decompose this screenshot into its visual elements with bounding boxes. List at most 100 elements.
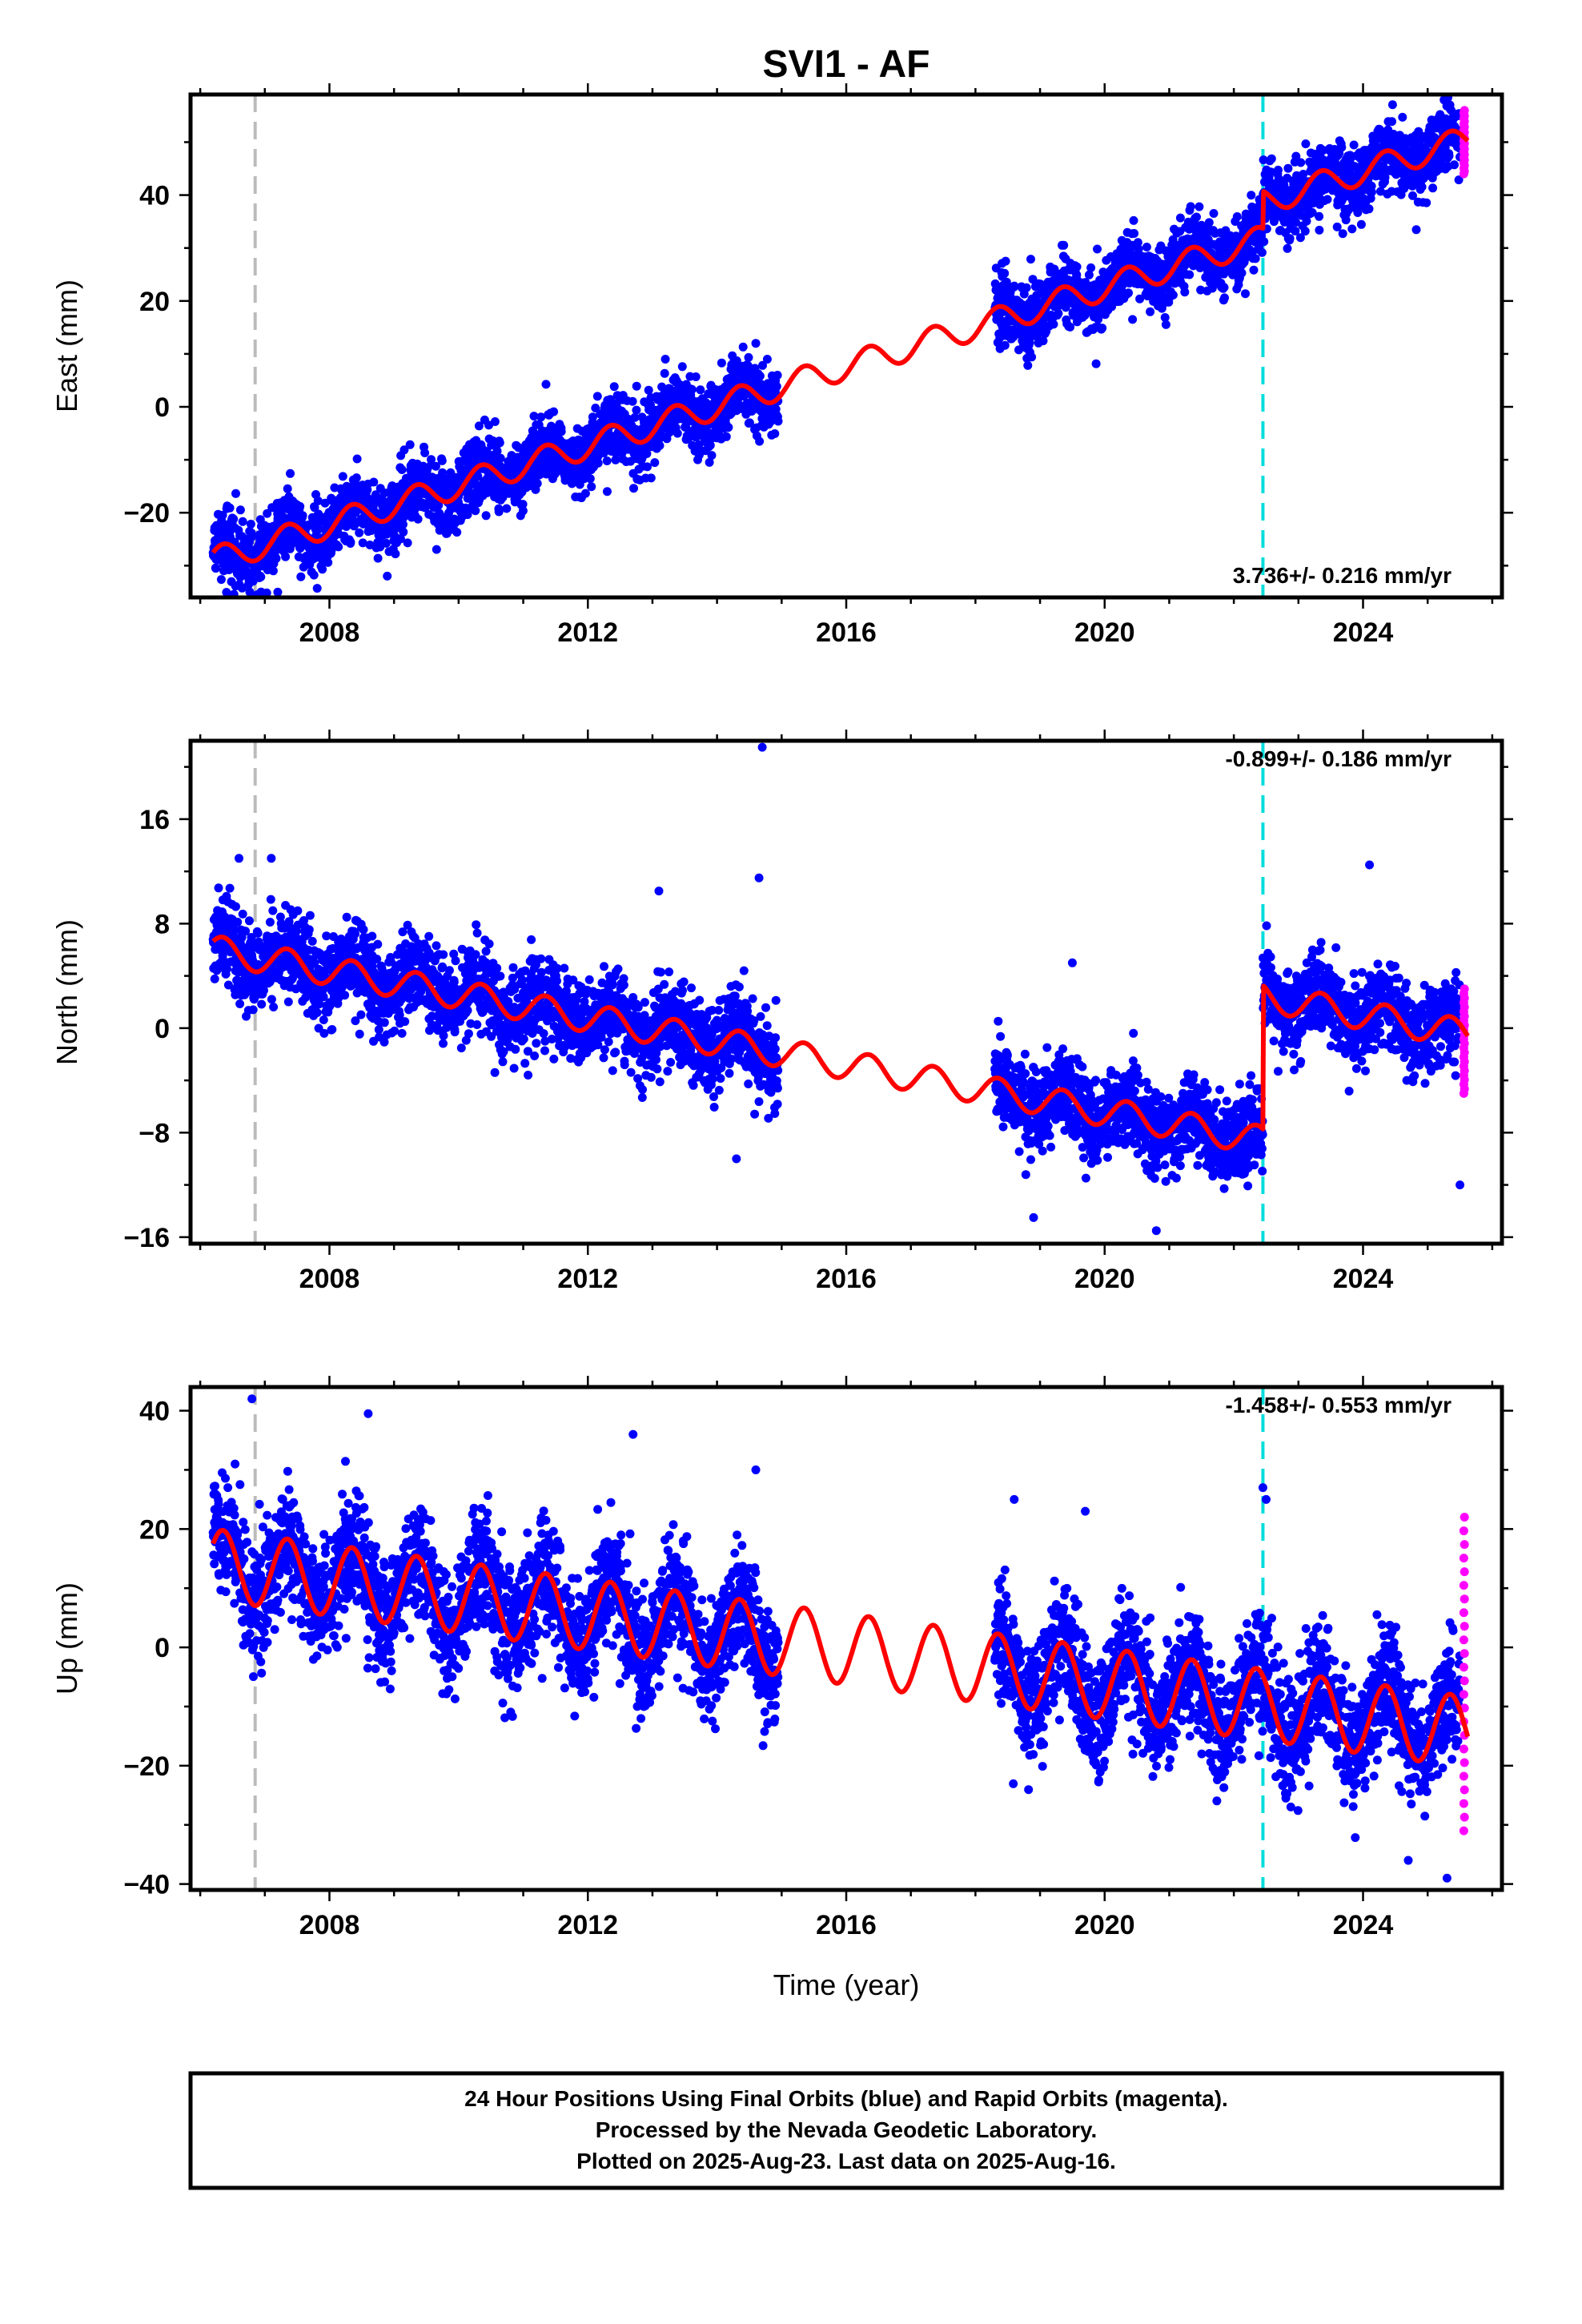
data-point xyxy=(770,429,780,438)
data-point xyxy=(396,534,405,544)
data-point xyxy=(1027,352,1037,362)
data-point xyxy=(541,380,551,389)
y-tick-label: 0 xyxy=(155,392,170,423)
data-point xyxy=(431,461,440,471)
data-point xyxy=(247,532,257,541)
data-point xyxy=(591,404,600,412)
y-tick-label: 40 xyxy=(139,181,170,211)
data-point xyxy=(471,506,480,516)
data-point xyxy=(352,454,362,464)
data-point xyxy=(549,407,559,416)
data-point xyxy=(351,929,360,939)
east-plot-area xyxy=(208,94,1470,597)
data-point xyxy=(320,498,330,508)
data-point xyxy=(536,412,546,422)
data-point xyxy=(434,501,444,510)
y-tick-label: 20 xyxy=(139,287,170,317)
data-point xyxy=(1175,213,1185,223)
east-final-orbit-points xyxy=(208,94,1464,597)
data-point xyxy=(271,553,281,563)
data-point xyxy=(1059,240,1069,250)
data-point xyxy=(246,520,255,529)
data-point xyxy=(496,453,505,463)
data-point xyxy=(238,909,247,919)
data-point xyxy=(717,358,726,368)
data-point xyxy=(592,392,602,401)
data-point xyxy=(705,457,714,467)
data-point xyxy=(772,382,781,391)
data-point xyxy=(1367,187,1376,197)
data-point xyxy=(323,557,333,567)
data-point xyxy=(1186,202,1195,211)
data-point xyxy=(1146,307,1155,316)
data-point xyxy=(1259,237,1269,247)
data-point xyxy=(256,572,266,581)
data-point xyxy=(437,456,447,465)
data-point xyxy=(283,484,292,493)
data-point xyxy=(379,1018,389,1027)
data-point xyxy=(1091,359,1101,368)
data-point xyxy=(327,1025,337,1034)
x-tick-label: 2008 xyxy=(299,617,360,648)
data-point xyxy=(1000,268,1010,278)
data-point xyxy=(474,421,484,431)
data-point xyxy=(296,572,306,581)
data-point xyxy=(403,538,412,548)
data-point xyxy=(1283,163,1293,173)
data-point xyxy=(473,472,483,481)
data-point xyxy=(1283,243,1292,253)
data-point xyxy=(265,918,275,927)
data-point xyxy=(1257,247,1267,257)
data-point xyxy=(1054,308,1063,318)
data-point xyxy=(452,528,462,537)
data-point xyxy=(585,474,595,484)
data-point xyxy=(1195,202,1204,211)
data-point xyxy=(355,1029,364,1039)
data-point xyxy=(1301,139,1311,149)
data-point xyxy=(691,372,701,381)
data-point xyxy=(312,1008,322,1017)
data-point xyxy=(399,520,408,529)
data-point xyxy=(1098,324,1107,333)
data-point xyxy=(644,385,653,395)
data-point xyxy=(1251,254,1260,263)
data-point xyxy=(405,440,415,449)
data-point xyxy=(1267,154,1276,163)
data-point xyxy=(298,511,307,521)
x-tick-label: 2024 xyxy=(1333,617,1394,648)
data-point xyxy=(1086,263,1096,272)
data-point xyxy=(1347,224,1357,234)
data-point xyxy=(494,507,504,517)
data-point xyxy=(235,505,245,515)
data-point xyxy=(369,477,379,487)
data-point xyxy=(295,501,305,511)
data-point xyxy=(266,895,275,904)
data-point xyxy=(1349,140,1359,150)
east-y-axis-label: East (mm) xyxy=(50,279,83,412)
data-point xyxy=(420,448,430,457)
data-point xyxy=(755,436,765,446)
data-point xyxy=(244,916,254,926)
data-point xyxy=(1296,158,1306,167)
data-point xyxy=(1129,215,1138,225)
data-point xyxy=(1066,322,1075,332)
data-point xyxy=(1022,283,1031,292)
data-point xyxy=(334,542,343,552)
data-point xyxy=(225,883,235,893)
data-point xyxy=(556,427,566,436)
data-point xyxy=(381,538,391,548)
data-point xyxy=(724,423,733,432)
data-point xyxy=(1124,288,1133,298)
data-point xyxy=(413,514,423,524)
rapid-point xyxy=(1460,106,1469,115)
data-point xyxy=(629,484,638,493)
data-point xyxy=(253,928,263,938)
data-point xyxy=(399,527,408,537)
data-point xyxy=(593,458,603,468)
data-point xyxy=(283,997,293,1007)
data-point xyxy=(1356,219,1366,229)
data-point xyxy=(313,496,323,505)
data-point xyxy=(367,931,377,941)
